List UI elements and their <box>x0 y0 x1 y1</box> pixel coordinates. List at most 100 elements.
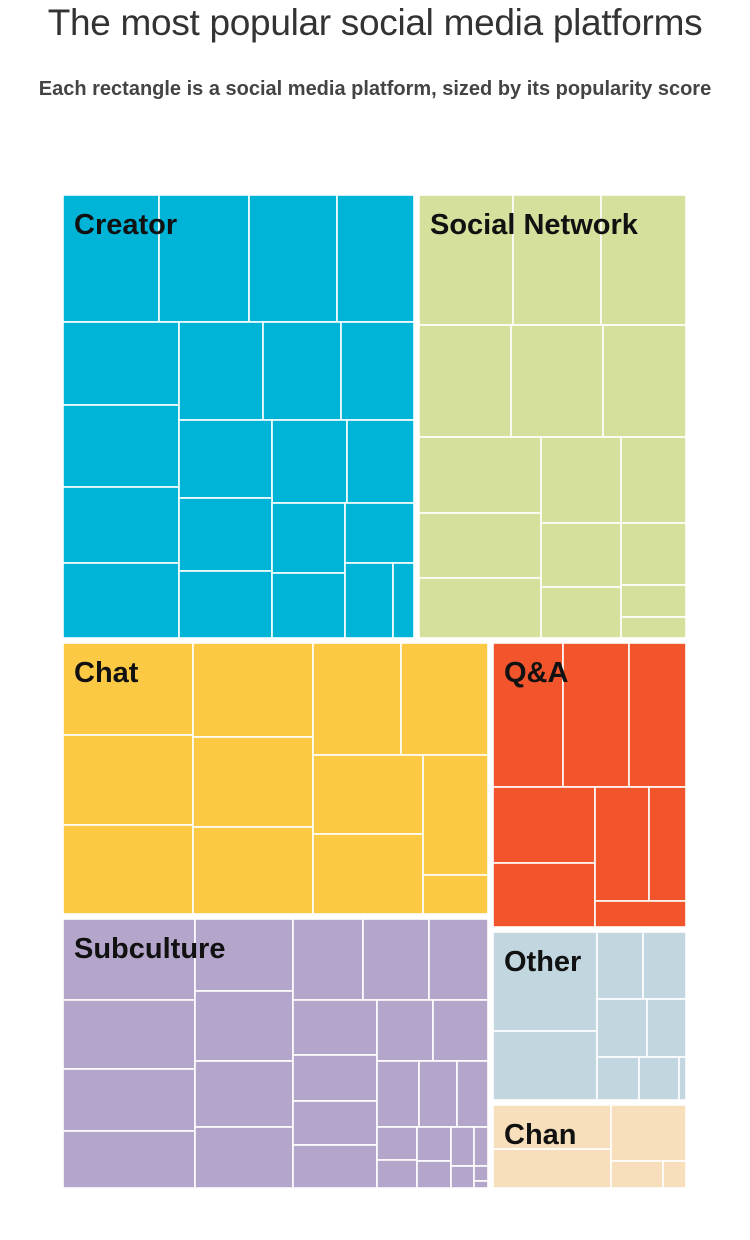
treemap-platform-tile <box>492 862 596 928</box>
treemap-platform-tile <box>194 1126 294 1189</box>
treemap-group-social-network: Social Network <box>418 194 687 639</box>
treemap-platform-tile <box>62 1068 196 1132</box>
treemap-group-label: Social Network <box>430 209 639 241</box>
treemap-platform-tile <box>418 324 512 438</box>
treemap-platform-tile <box>662 1160 687 1189</box>
treemap-platform-tile <box>628 642 687 788</box>
treemap-group-other: Other <box>492 931 687 1101</box>
treemap-platform-tile <box>62 918 196 1001</box>
treemap-group-subculture: Subculture <box>62 918 489 1189</box>
treemap-group-label: Q&A <box>504 657 569 689</box>
treemap-platform-tile <box>473 1126 489 1167</box>
treemap-platform-tile <box>178 497 273 572</box>
treemap-platform-tile <box>596 931 644 1000</box>
treemap-group-chan: Chan <box>492 1104 687 1189</box>
treemap-platform-tile <box>512 194 602 326</box>
treemap-platform-tile <box>610 1104 687 1162</box>
treemap-platform-tile <box>492 1030 598 1101</box>
treemap-platform-tile <box>428 918 489 1001</box>
treemap-platform-tile <box>292 1100 378 1146</box>
treemap-group-label: Subculture <box>74 933 225 965</box>
treemap-platform-tile <box>178 419 273 499</box>
treemap-platform-tile <box>312 754 424 835</box>
treemap-platform-tile <box>312 642 402 756</box>
treemap-platform-tile <box>416 1160 452 1189</box>
treemap-platform-tile <box>340 321 415 421</box>
treemap-platform-tile <box>642 931 687 1000</box>
treemap-platform-tile <box>418 436 542 514</box>
treemap-group-label: Chan <box>504 1119 577 1151</box>
treemap-platform-tile <box>271 419 348 504</box>
treemap-platform-tile <box>418 577 542 639</box>
treemap-platform-tile <box>418 512 542 579</box>
treemap-platform-tile <box>432 999 489 1062</box>
treemap-group-label: Other <box>504 946 581 978</box>
treemap-platform-tile <box>376 1060 420 1128</box>
treemap-platform-tile <box>422 754 489 876</box>
treemap-platform-tile <box>473 1180 489 1189</box>
treemap-platform-tile <box>248 194 338 323</box>
treemap-platform-tile <box>416 1126 452 1162</box>
treemap-platform-tile <box>610 1160 664 1189</box>
treemap-platform-tile <box>271 502 346 574</box>
treemap-platform-tile <box>422 874 489 915</box>
treemap-platform-tile <box>62 404 180 488</box>
treemap-platform-tile <box>292 1054 378 1102</box>
treemap-platform-tile <box>620 584 687 618</box>
treemap-platform-tile <box>594 900 687 928</box>
treemap-platform-tile <box>192 826 314 915</box>
treemap-platform-tile <box>620 522 687 586</box>
treemap-platform-tile <box>194 918 294 992</box>
treemap-platform-tile <box>400 642 489 756</box>
treemap-platform-tile <box>292 1144 378 1189</box>
treemap-platform-tile <box>492 1148 612 1189</box>
treemap-platform-tile <box>600 194 687 326</box>
treemap-platform-tile <box>678 1056 687 1101</box>
treemap-platform-tile <box>456 1060 489 1128</box>
chart-subtitle: Each rectangle is a social media platfor… <box>38 78 712 100</box>
treemap-platform-tile <box>620 436 687 524</box>
chart-title: The most popular social media platforms <box>47 2 703 43</box>
treemap-platform-tile <box>262 321 342 421</box>
treemap-platform-tile <box>192 736 314 828</box>
treemap-platform-tile <box>62 562 180 639</box>
treemap-platform-tile <box>178 321 264 421</box>
treemap-platform-tile <box>594 786 650 902</box>
treemap-platform-tile <box>62 824 194 915</box>
treemap-group-chat: Chat <box>62 642 489 915</box>
treemap-platform-tile <box>473 1165 489 1182</box>
treemap-platform-tile <box>392 562 415 639</box>
treemap-platform-tile <box>646 998 687 1058</box>
treemap-platform-tile <box>346 419 415 504</box>
treemap-platform-tile <box>492 786 596 864</box>
treemap-platform-tile <box>178 570 273 639</box>
treemap-platform-tile <box>648 786 687 902</box>
treemap-platform-tile <box>192 642 314 738</box>
treemap-platform-tile <box>638 1056 680 1101</box>
treemap-platform-tile <box>540 436 622 524</box>
treemap-platform-tile <box>596 1056 640 1101</box>
treemap-platform-tile <box>376 1159 418 1189</box>
treemap-group-creator: Creator <box>62 194 415 639</box>
treemap-platform-tile <box>62 486 180 564</box>
treemap-platform-tile <box>62 1130 196 1189</box>
treemap-platform-tile <box>292 999 378 1056</box>
treemap-platform-tile <box>62 734 194 826</box>
treemap-group-label: Chat <box>74 657 139 689</box>
treemap-platform-tile <box>418 1060 458 1128</box>
treemap-platform-tile <box>540 586 622 639</box>
treemap-platform-tile <box>292 918 364 1001</box>
treemap-platform-tile <box>158 194 250 323</box>
treemap-group-label: Creator <box>74 209 177 241</box>
treemap-platform-tile <box>562 642 630 788</box>
treemap-platform-tile <box>376 1126 418 1161</box>
treemap-platform-tile <box>62 321 180 406</box>
treemap-platform-tile <box>62 999 196 1070</box>
treemap-platform-tile <box>510 324 604 438</box>
treemap-platform-tile <box>540 522 622 588</box>
treemap-platform-tile <box>271 572 346 639</box>
treemap-platform-tile <box>344 502 415 564</box>
treemap-platform-tile <box>620 616 687 639</box>
treemap-platform-tile <box>344 562 394 639</box>
